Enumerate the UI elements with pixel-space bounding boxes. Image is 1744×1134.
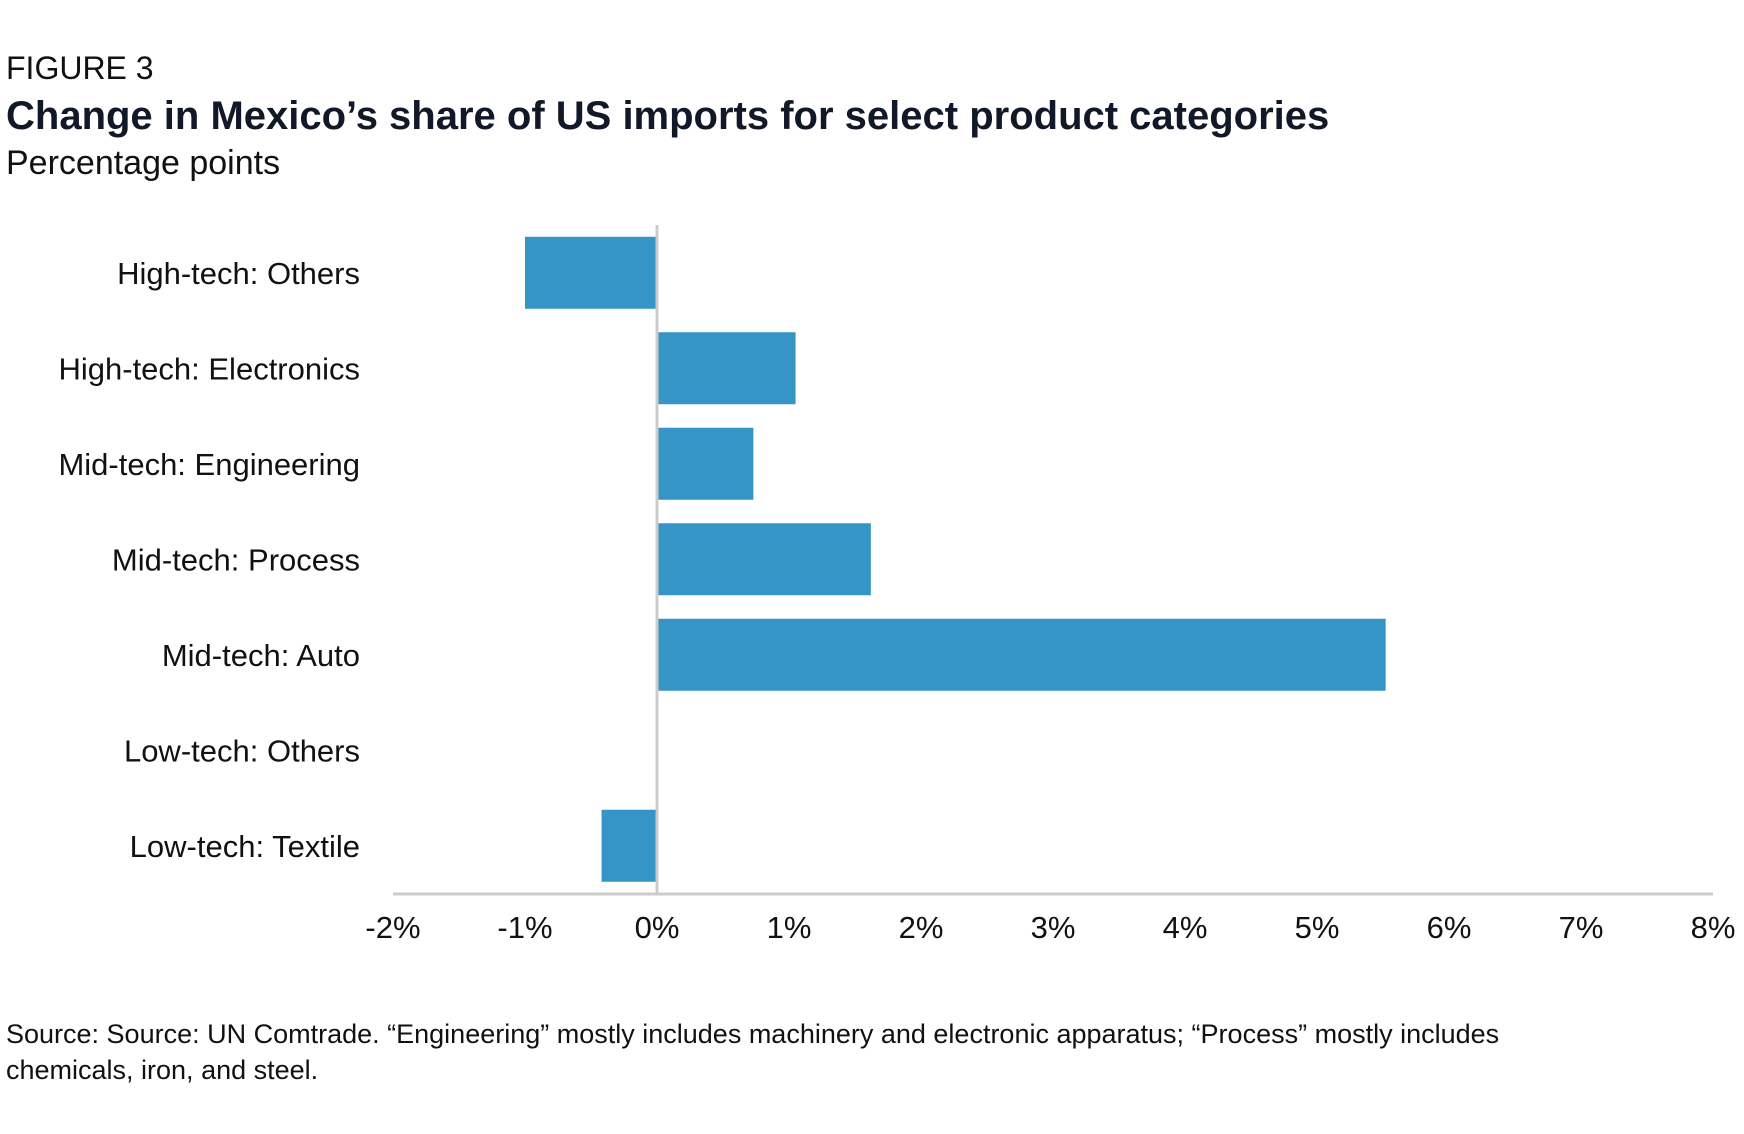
chart-title: Change in Mexico’s share of US imports f… [6, 94, 1330, 138]
bar-high-tech-others [525, 236, 657, 309]
x-tick-label: 5% [1295, 910, 1340, 945]
x-tick-label: -2% [365, 910, 420, 945]
category-label-low-tech-others: Low-tech: Others [124, 733, 360, 768]
category-label-mid-tech-engineering: Mid-tech: Engineering [58, 447, 360, 482]
x-tick-label: 7% [1559, 910, 1604, 945]
bar-high-tech-electronics [657, 332, 796, 405]
source-note: Source: Source: UN Comtrade. “Engineerin… [6, 1019, 1500, 1085]
bar-low-tech-textile [601, 809, 657, 882]
category-label-mid-tech-auto: Mid-tech: Auto [162, 638, 360, 673]
labels-layer: High-tech: Others High-tech: Electronics M… [58, 256, 1735, 945]
x-tick-label: 8% [1691, 910, 1736, 945]
bar-mid-tech-engineering [657, 427, 754, 500]
x-tick-label: 3% [1031, 910, 1076, 945]
x-tick-label: 2% [899, 910, 944, 945]
x-tick-label: 0% [635, 910, 680, 945]
x-tick-label: 1% [767, 910, 812, 945]
bars-layer [525, 236, 1386, 882]
bar-chart: High-tech: Others High-tech: Electronics M… [58, 225, 1735, 945]
x-tick-label: 4% [1163, 910, 1208, 945]
bar-mid-tech-auto [657, 618, 1386, 691]
chart-subtitle: Percentage points [6, 144, 281, 182]
x-tick-label: 6% [1427, 910, 1472, 945]
bar-mid-tech-process [657, 523, 871, 596]
category-label-high-tech-others: High-tech: Others [117, 256, 360, 291]
axes-layer [393, 225, 1713, 896]
figure-label: FIGURE 3 [6, 50, 154, 86]
category-label-mid-tech-process: Mid-tech: Process [112, 542, 360, 577]
category-label-high-tech-electronics: High-tech: Electronics [58, 351, 360, 386]
x-tick-label: -1% [497, 910, 552, 945]
category-label-low-tech-textile: Low-tech: Textile [130, 829, 360, 864]
